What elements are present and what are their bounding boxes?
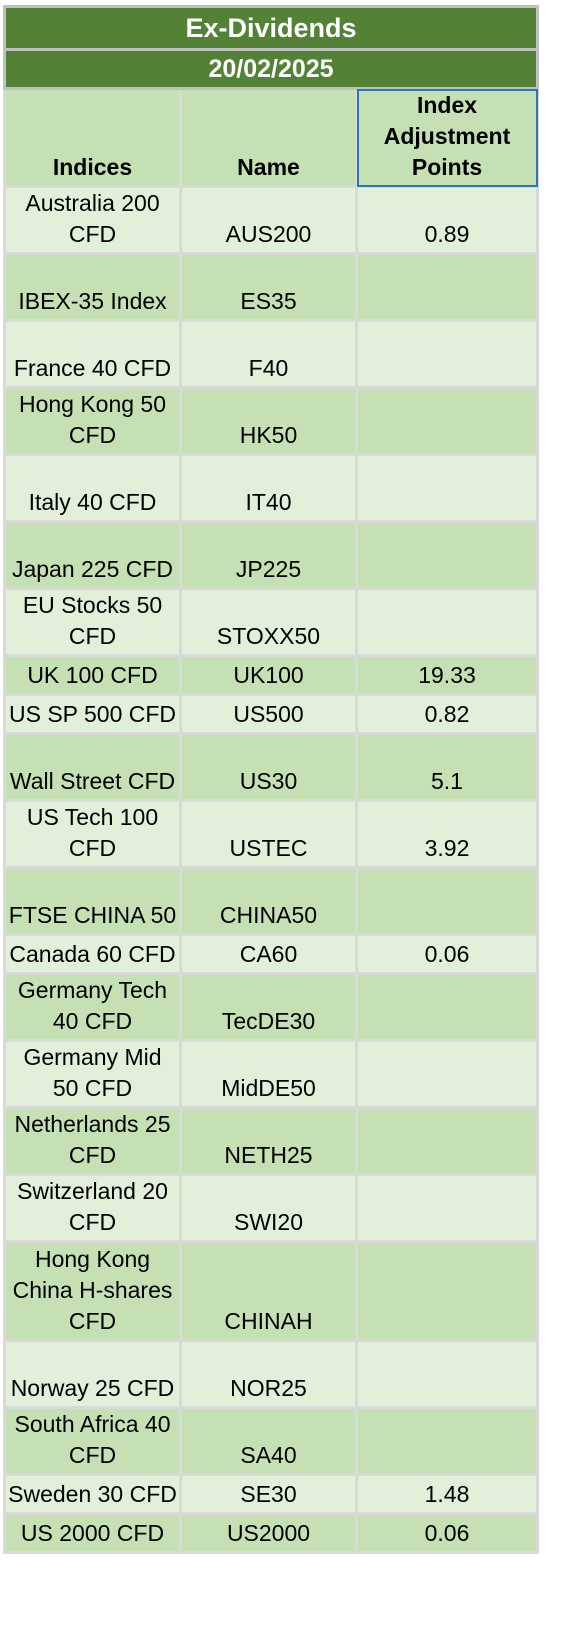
table-date: 20/02/2025 — [3, 48, 539, 90]
header-indices[interactable]: Indices — [3, 87, 182, 188]
title-row: Ex-Dividends — [3, 5, 539, 51]
cell-index[interactable]: Hong Kong 50 CFD — [3, 386, 182, 456]
table-row: Hong Kong 50 CFD HK50 — [3, 386, 539, 456]
cell-index[interactable]: Wall Street CFD — [3, 732, 182, 802]
cell-points[interactable]: 5.1 — [355, 732, 539, 802]
cell-index[interactable]: US SP 500 CFD — [3, 693, 182, 735]
table-row: Switzerland 20 CFD SWI20 — [3, 1173, 539, 1243]
cell-index[interactable]: US Tech 100 CFD — [3, 799, 182, 869]
cell-name[interactable]: CHINAH — [179, 1240, 358, 1342]
cell-index[interactable]: Japan 225 CFD — [3, 520, 182, 590]
table-row: EU Stocks 50 CFD STOXX50 — [3, 587, 539, 657]
table-row: IBEX-35 Index ES35 — [3, 252, 539, 322]
table-row: US 2000 CFD US2000 0.06 — [3, 1512, 539, 1554]
header-row: Indices Name Index Adjustment Points — [3, 87, 539, 188]
table-row: Norway 25 CFD NOR25 — [3, 1339, 539, 1409]
cell-name[interactable]: AUS200 — [179, 185, 358, 255]
cell-points[interactable] — [355, 520, 539, 590]
cell-index[interactable]: UK 100 CFD — [3, 654, 182, 696]
table-row: Italy 40 CFD IT40 — [3, 453, 539, 523]
cell-points[interactable] — [355, 587, 539, 657]
cell-index[interactable]: France 40 CFD — [3, 319, 182, 389]
cell-index[interactable]: Italy 40 CFD — [3, 453, 182, 523]
table-row: Netherlands 25 CFD NETH25 — [3, 1106, 539, 1176]
cell-index[interactable]: Hong Kong China H-shares CFD — [3, 1240, 182, 1342]
table-row: UK 100 CFD UK100 19.33 — [3, 654, 539, 696]
cell-points[interactable] — [355, 1173, 539, 1243]
cell-index[interactable]: EU Stocks 50 CFD — [3, 587, 182, 657]
cell-index[interactable]: South Africa 40 CFD — [3, 1406, 182, 1476]
cell-name[interactable]: ES35 — [179, 252, 358, 322]
cell-name[interactable]: SE30 — [179, 1473, 358, 1515]
cell-name[interactable]: F40 — [179, 319, 358, 389]
cell-points[interactable]: 0.89 — [355, 185, 539, 255]
cell-name[interactable]: USTEC — [179, 799, 358, 869]
cell-name[interactable]: US500 — [179, 693, 358, 735]
cell-points[interactable] — [355, 1240, 539, 1342]
cell-index[interactable]: US 2000 CFD — [3, 1512, 182, 1554]
cell-name[interactable]: NETH25 — [179, 1106, 358, 1176]
cell-name[interactable]: JP225 — [179, 520, 358, 590]
ex-dividends-sheet: Ex-Dividends 20/02/2025 Indices Name Ind… — [3, 5, 539, 1554]
cell-points[interactable] — [355, 252, 539, 322]
table-row: Canada 60 CFD CA60 0.06 — [3, 933, 539, 975]
cell-index[interactable]: Australia 200 CFD — [3, 185, 182, 255]
table-row: Wall Street CFD US30 5.1 — [3, 732, 539, 802]
cell-index[interactable]: Netherlands 25 CFD — [3, 1106, 182, 1176]
table-row: Australia 200 CFD AUS200 0.89 — [3, 185, 539, 255]
cell-points[interactable] — [355, 1339, 539, 1409]
ex-dividends-table: Ex-Dividends 20/02/2025 Indices Name Ind… — [3, 5, 539, 1554]
header-name[interactable]: Name — [179, 87, 358, 188]
cell-index[interactable]: Germany Mid 50 CFD — [3, 1039, 182, 1109]
cell-points[interactable]: 19.33 — [355, 654, 539, 696]
cell-points[interactable]: 0.82 — [355, 693, 539, 735]
cell-index[interactable]: Sweden 30 CFD — [3, 1473, 182, 1515]
cell-index[interactable]: FTSE CHINA 50 — [3, 866, 182, 936]
cell-name[interactable]: SWI20 — [179, 1173, 358, 1243]
cell-points[interactable] — [355, 1106, 539, 1176]
cell-name[interactable]: CA60 — [179, 933, 358, 975]
cell-points[interactable] — [355, 319, 539, 389]
cell-name[interactable]: IT40 — [179, 453, 358, 523]
cell-points[interactable] — [355, 1039, 539, 1109]
table-title: Ex-Dividends — [3, 5, 539, 51]
cell-points[interactable] — [355, 866, 539, 936]
table-row: US Tech 100 CFD USTEC 3.92 — [3, 799, 539, 869]
cell-name[interactable]: UK100 — [179, 654, 358, 696]
cell-index[interactable]: Germany Tech 40 CFD — [3, 972, 182, 1042]
table-row: Germany Tech 40 CFD TecDE30 — [3, 972, 539, 1042]
table-row: France 40 CFD F40 — [3, 319, 539, 389]
table-row: US SP 500 CFD US500 0.82 — [3, 693, 539, 735]
table-row: Sweden 30 CFD SE30 1.48 — [3, 1473, 539, 1515]
header-adjustment-points[interactable]: Index Adjustment Points — [355, 87, 539, 188]
cell-name[interactable]: HK50 — [179, 386, 358, 456]
cell-index[interactable]: Canada 60 CFD — [3, 933, 182, 975]
table-row: FTSE CHINA 50 CHINA50 — [3, 866, 539, 936]
table-row: Hong Kong China H-shares CFD CHINAH — [3, 1240, 539, 1342]
cell-name[interactable]: US30 — [179, 732, 358, 802]
cell-name[interactable]: STOXX50 — [179, 587, 358, 657]
cell-name[interactable]: NOR25 — [179, 1339, 358, 1409]
cell-points[interactable] — [355, 453, 539, 523]
date-row: 20/02/2025 — [3, 48, 539, 90]
cell-points[interactable]: 3.92 — [355, 799, 539, 869]
table-row: South Africa 40 CFD SA40 — [3, 1406, 539, 1476]
cell-points[interactable] — [355, 1406, 539, 1476]
cell-points[interactable] — [355, 972, 539, 1042]
cell-index[interactable]: Norway 25 CFD — [3, 1339, 182, 1409]
cell-index[interactable]: Switzerland 20 CFD — [3, 1173, 182, 1243]
table-row: Japan 225 CFD JP225 — [3, 520, 539, 590]
table-row: Germany Mid 50 CFD MidDE50 — [3, 1039, 539, 1109]
cell-name[interactable]: MidDE50 — [179, 1039, 358, 1109]
cell-name[interactable]: US2000 — [179, 1512, 358, 1554]
cell-points[interactable] — [355, 386, 539, 456]
cell-points[interactable]: 0.06 — [355, 933, 539, 975]
cell-name[interactable]: TecDE30 — [179, 972, 358, 1042]
cell-name[interactable]: SA40 — [179, 1406, 358, 1476]
cell-points[interactable]: 0.06 — [355, 1512, 539, 1554]
cell-index[interactable]: IBEX-35 Index — [3, 252, 182, 322]
cell-name[interactable]: CHINA50 — [179, 866, 358, 936]
cell-points[interactable]: 1.48 — [355, 1473, 539, 1515]
